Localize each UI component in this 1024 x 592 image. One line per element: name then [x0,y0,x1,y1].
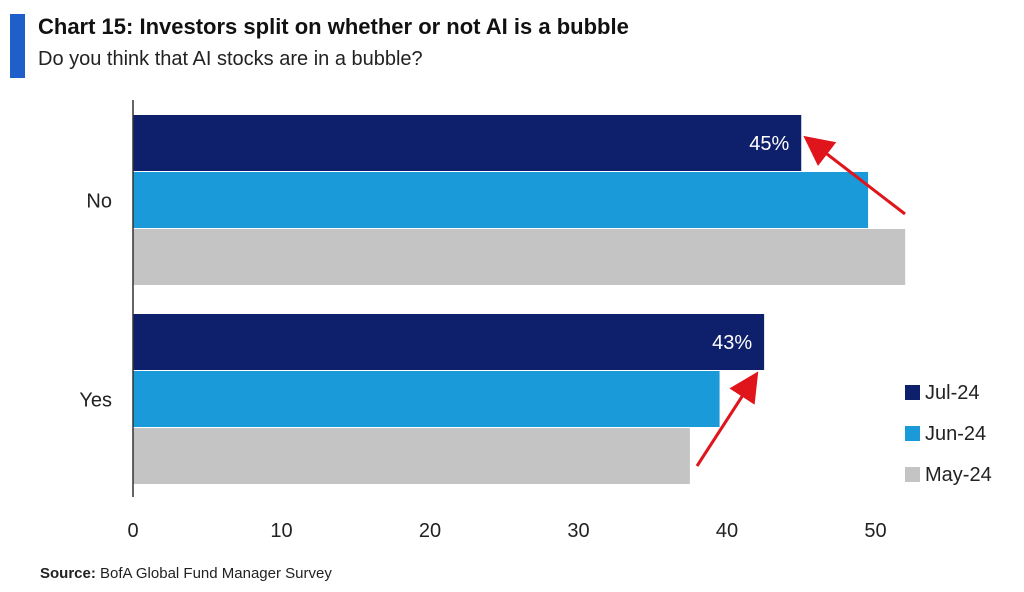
source-text: BofA Global Fund Manager Survey [100,565,332,582]
data-label-no: 45% [749,133,789,155]
bar-no-may-24 [133,229,906,285]
x-tick-label: 40 [716,520,738,542]
bar-no-jul-24 [133,115,802,171]
legend-label-jul-24: Jul-24 [925,382,979,404]
title-accent-bar [10,14,25,78]
source-note: Source: BofA Global Fund Manager Survey [40,565,332,582]
bar-yes-jun-24 [133,371,720,427]
arrow-no-annotation [803,135,906,216]
source-label: Source: [40,565,96,582]
legend-swatch-jul-24 [905,385,920,400]
legend-swatch-may-24 [905,467,920,482]
x-tick-label: 30 [567,520,589,542]
legend-label-jun-24: Jun-24 [925,423,986,445]
category-label-yes: Yes [79,390,112,412]
x-tick-label: 10 [270,520,292,542]
chart-subtitle: Do you think that AI stocks are in a bub… [38,48,423,70]
chart-title: Chart 15: Investors split on whether or … [38,14,629,39]
arrow-yes-annotation [695,371,759,467]
bar-no-jun-24 [133,172,869,228]
x-tick-label: 20 [419,520,441,542]
x-tick-label: 0 [127,520,138,542]
bar-yes-may-24 [133,428,690,484]
legend-swatch-jun-24 [905,426,920,441]
category-label-no: No [86,191,112,213]
x-tick-label: 50 [864,520,886,542]
data-label-yes: 43% [712,332,752,354]
bar-yes-jul-24 [133,314,765,370]
legend-label-may-24: May-24 [925,464,992,486]
